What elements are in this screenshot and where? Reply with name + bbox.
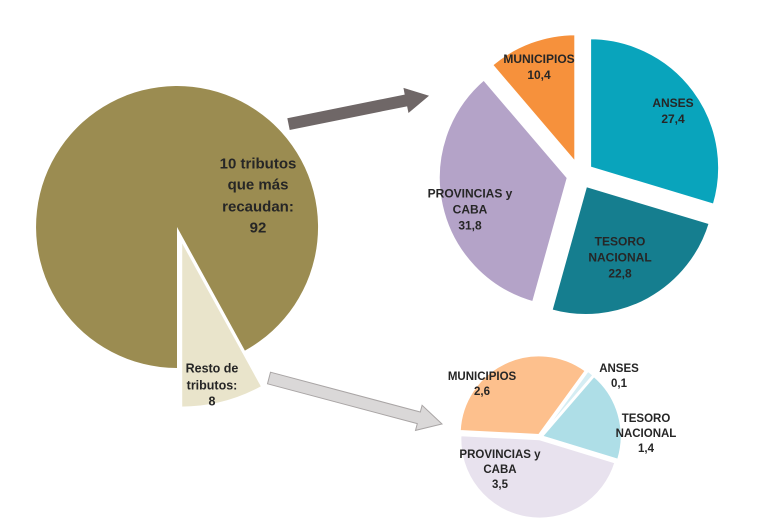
pie-slice-main-pie-resto-de-tributos [180,238,264,409]
pie-slice-bottom-detail-pie-municipios [459,354,587,436]
pie-slice-bottom-detail-pie-provincias-y-caba [459,434,616,520]
pie-slice-bottom-detail-pie-tesoro-nacional [541,375,623,461]
pie-slice-top-detail-pie-tesoro-nacional [549,184,712,317]
pie-slice-top-detail-pie-municipios [489,32,578,166]
arrow-to-top-pie [287,87,430,130]
pie-slice-bottom-detail-pie-anses [540,370,594,436]
pie-slice-top-detail-pie-anses [588,36,722,207]
pie-slice-main-pie-10-tributos-que-m-s-recaudan [36,86,319,369]
pie-slice-top-detail-pie-provincias-y-caba [436,77,570,305]
arrow-to-bottom-pie [266,371,444,432]
